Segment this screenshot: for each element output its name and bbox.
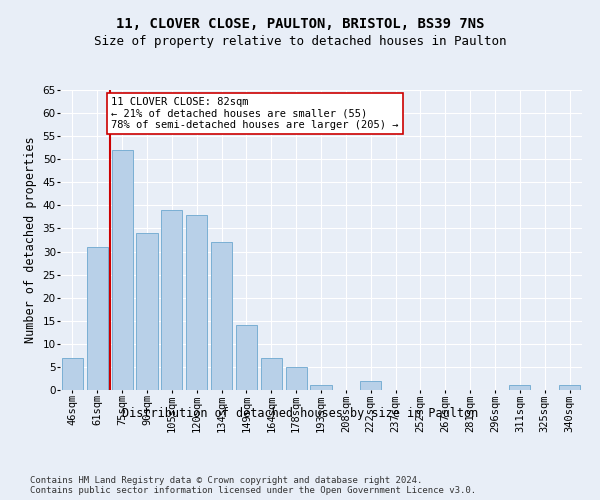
Text: Size of property relative to detached houses in Paulton: Size of property relative to detached ho… bbox=[94, 35, 506, 48]
Text: 11 CLOVER CLOSE: 82sqm
← 21% of detached houses are smaller (55)
78% of semi-det: 11 CLOVER CLOSE: 82sqm ← 21% of detached… bbox=[111, 97, 398, 130]
Bar bbox=[559, 386, 580, 390]
Bar bbox=[161, 210, 182, 390]
Bar bbox=[286, 367, 307, 390]
Bar bbox=[112, 150, 133, 390]
Text: Contains HM Land Registry data © Crown copyright and database right 2024.
Contai: Contains HM Land Registry data © Crown c… bbox=[30, 476, 476, 495]
Bar bbox=[62, 358, 83, 390]
Text: 11, CLOVER CLOSE, PAULTON, BRISTOL, BS39 7NS: 11, CLOVER CLOSE, PAULTON, BRISTOL, BS39… bbox=[116, 18, 484, 32]
Bar bbox=[136, 233, 158, 390]
Bar bbox=[236, 326, 257, 390]
Bar bbox=[87, 247, 108, 390]
Text: Distribution of detached houses by size in Paulton: Distribution of detached houses by size … bbox=[122, 408, 478, 420]
Bar bbox=[211, 242, 232, 390]
Bar bbox=[186, 214, 207, 390]
Bar bbox=[360, 381, 381, 390]
Bar bbox=[509, 386, 530, 390]
Y-axis label: Number of detached properties: Number of detached properties bbox=[24, 136, 37, 344]
Bar bbox=[261, 358, 282, 390]
Bar bbox=[310, 386, 332, 390]
